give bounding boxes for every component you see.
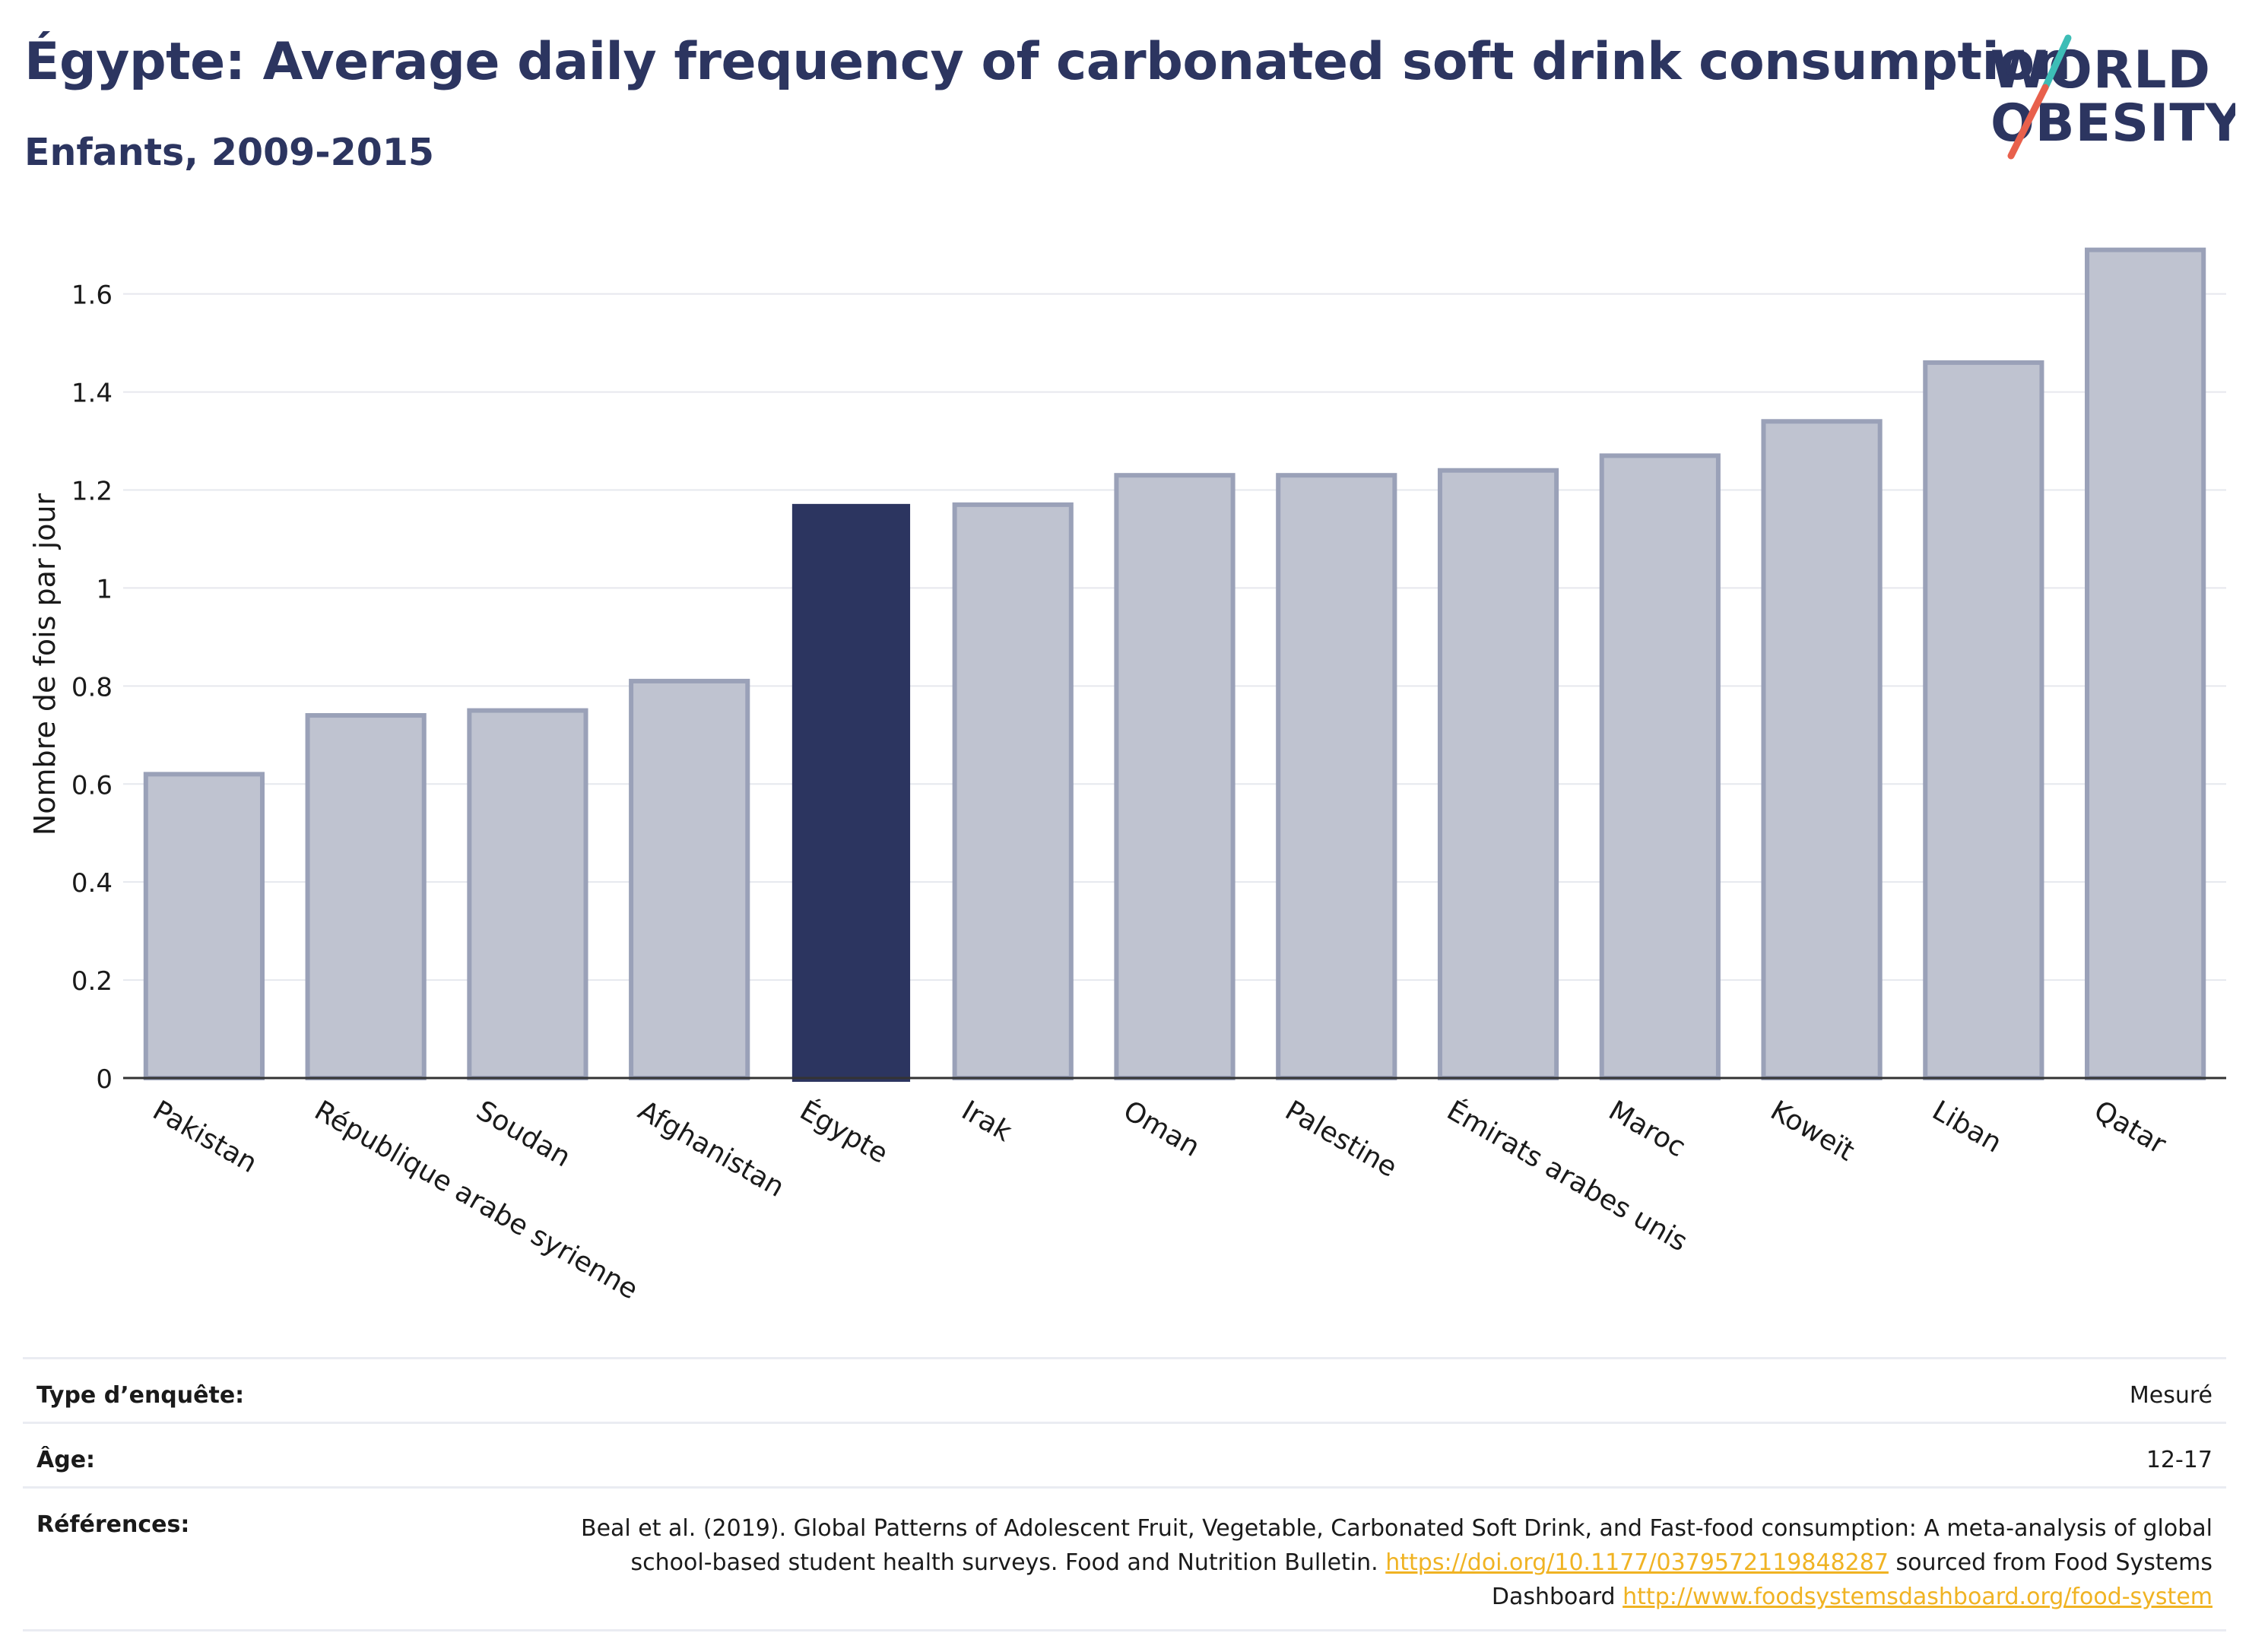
y-tick-label: 0 — [96, 1064, 113, 1095]
x-tick-label: Soudan — [471, 1095, 576, 1173]
x-tick-label: République arabe syrienne — [309, 1095, 643, 1305]
bar-soudan — [467, 708, 588, 1080]
bar-pakistan — [143, 772, 265, 1080]
bar-oman — [1114, 473, 1236, 1081]
chart-subtitle: Enfants, 2009-2015 — [24, 131, 434, 174]
reference-citation: Beal et al. (2019). Global Patterns of A… — [580, 1515, 2213, 1576]
y-axis-label: Nombre de fois par jour — [28, 493, 62, 836]
age-label: Âge: — [36, 1447, 96, 1473]
x-tick-label: Liban — [1927, 1095, 2006, 1159]
bar-liban — [1923, 360, 2044, 1080]
references-label: Références: — [36, 1511, 190, 1538]
survey-type-label: Type d’enquête: — [36, 1382, 245, 1409]
x-tick-label: Oman — [1118, 1095, 1205, 1163]
survey-type-value: Mesuré — [2129, 1382, 2213, 1409]
bar-qatar — [2085, 247, 2206, 1080]
y-tick-label: 0.4 — [71, 868, 113, 899]
world-obesity-logo: WORLD OBESITY — [1977, 30, 2235, 163]
x-tick-label: Koweït — [1765, 1095, 1860, 1167]
meta-row-age: Âge: 12-17 — [23, 1422, 2226, 1486]
y-tick-label: 1.6 — [71, 281, 113, 311]
bar-koweït — [1761, 419, 1883, 1080]
x-tick-label: Irak — [956, 1095, 1017, 1148]
meta-row-references: Références: Beal et al. (2019). Global P… — [23, 1486, 2226, 1631]
reference-dashboard-link[interactable]: http://www.foodsystemsdashboard.org/food… — [1623, 1584, 2213, 1610]
y-tick-label: 1 — [96, 574, 113, 604]
bar-chart: 0 0.2 0.4 0.6 0.8 1 1.2 1.4 1.6 Pakistan Républiq… — [28, 247, 2226, 1306]
references-text: Beal et al. (2019). Global Patterns of A… — [555, 1489, 2226, 1629]
y-tick-labels: 0 0.2 0.4 0.6 0.8 1 1.2 1.4 1.6 — [71, 281, 113, 1095]
y-tick-label: 0.8 — [71, 672, 113, 702]
y-tick-label: 0.2 — [71, 966, 113, 997]
y-tick-label: 1.2 — [71, 477, 113, 507]
reference-source: sourced from Food Systems Dashboard — [1491, 1549, 2213, 1610]
x-tick-label: Maroc — [1603, 1095, 1691, 1163]
bar-afghanistan — [629, 678, 750, 1080]
bars — [143, 247, 2206, 1082]
y-tick-label: 0.6 — [71, 770, 113, 801]
bar-égypte — [791, 503, 911, 1082]
y-tick-label: 1.4 — [71, 379, 113, 409]
logo-slash-teal — [2041, 34, 2072, 91]
bar-république-arabe-syrienne — [305, 713, 427, 1080]
age-value: 12-17 — [2146, 1447, 2213, 1473]
logo-text-obesity: OBESITY — [1990, 94, 2235, 154]
x-tick-label: Qatar — [2089, 1095, 2171, 1160]
reference-doi-link[interactable]: https://doi.org/10.1177/0379572119848287 — [1385, 1549, 1889, 1576]
meta-row-survey: Type d’enquête: Mesuré — [23, 1357, 2226, 1422]
x-tick-label: Égypte — [795, 1094, 893, 1169]
bar-émirats-arabes-unis — [1437, 468, 1559, 1080]
x-tick-label: Palestine — [1280, 1095, 1402, 1184]
bar-irak — [952, 502, 1074, 1080]
metadata-table: Type d’enquête: Mesuré Âge: 12-17 Référe… — [23, 1357, 2226, 1631]
logo-slash-coral — [2007, 84, 2049, 160]
x-tick-label: Pakistan — [148, 1095, 262, 1179]
x-tick-label: Afghanistan — [633, 1095, 789, 1203]
chart-title: Égypte: Average daily frequency of carbo… — [24, 32, 2071, 92]
bar-maroc — [1599, 453, 1721, 1080]
logo-text-world: WORLD — [1990, 40, 2211, 100]
bar-palestine — [1276, 473, 1397, 1081]
